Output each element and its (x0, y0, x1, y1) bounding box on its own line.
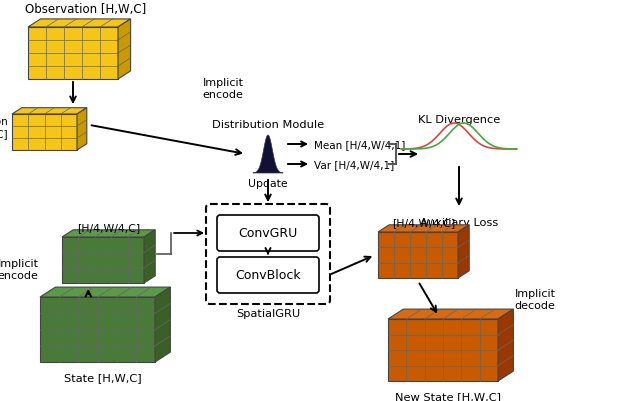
Polygon shape (77, 108, 87, 151)
Text: Implicit
encode: Implicit encode (203, 78, 243, 99)
Text: Implicit
decode: Implicit decode (514, 288, 555, 310)
Text: New State [H,W,C]: New State [H,W,C] (395, 391, 501, 401)
Polygon shape (12, 115, 77, 151)
Polygon shape (144, 230, 156, 283)
Text: ConvBlock: ConvBlock (235, 269, 301, 282)
Text: SpatialGRU: SpatialGRU (236, 308, 300, 318)
Text: Distribution Module: Distribution Module (212, 120, 324, 130)
Polygon shape (378, 233, 458, 278)
Text: ConvGRU: ConvGRU (238, 227, 297, 240)
Polygon shape (388, 309, 513, 319)
Polygon shape (498, 309, 513, 381)
Text: KL Divergence: KL Divergence (418, 115, 500, 125)
Polygon shape (62, 237, 144, 283)
Polygon shape (388, 319, 498, 381)
FancyBboxPatch shape (217, 215, 319, 251)
Polygon shape (253, 136, 283, 174)
Polygon shape (12, 108, 87, 115)
Text: Observation [H,W,C]: Observation [H,W,C] (25, 3, 146, 16)
Text: Mean [H/4,W/4,1]: Mean [H/4,W/4,1] (314, 140, 406, 150)
Text: Observation
[H/4,W/4,C]: Observation [H/4,W/4,C] (0, 117, 8, 138)
Text: Update: Update (248, 178, 288, 188)
Text: [H/4,W/4,C]: [H/4,W/4,C] (77, 223, 141, 233)
Polygon shape (28, 28, 118, 80)
Polygon shape (40, 297, 155, 362)
Polygon shape (40, 288, 170, 297)
Polygon shape (62, 230, 156, 237)
Polygon shape (28, 20, 131, 28)
Text: [H/4,W/4,C]: [H/4,W/4,C] (392, 217, 456, 227)
Polygon shape (378, 225, 469, 233)
Polygon shape (118, 20, 131, 80)
Text: Var [H/4,W/4,1]: Var [H/4,W/4,1] (314, 160, 394, 170)
Text: Auxiliary Loss: Auxiliary Loss (420, 217, 498, 227)
Polygon shape (155, 288, 170, 362)
Polygon shape (458, 225, 469, 278)
Text: Implicit
encode: Implicit encode (0, 259, 39, 280)
FancyBboxPatch shape (217, 257, 319, 293)
Text: State [H,W,C]: State [H,W,C] (63, 372, 141, 382)
